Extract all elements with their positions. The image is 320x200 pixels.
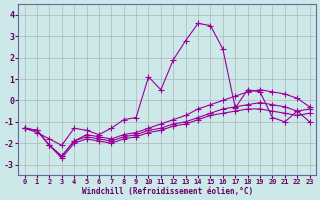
X-axis label: Windchill (Refroidissement éolien,°C): Windchill (Refroidissement éolien,°C) xyxy=(82,187,253,196)
